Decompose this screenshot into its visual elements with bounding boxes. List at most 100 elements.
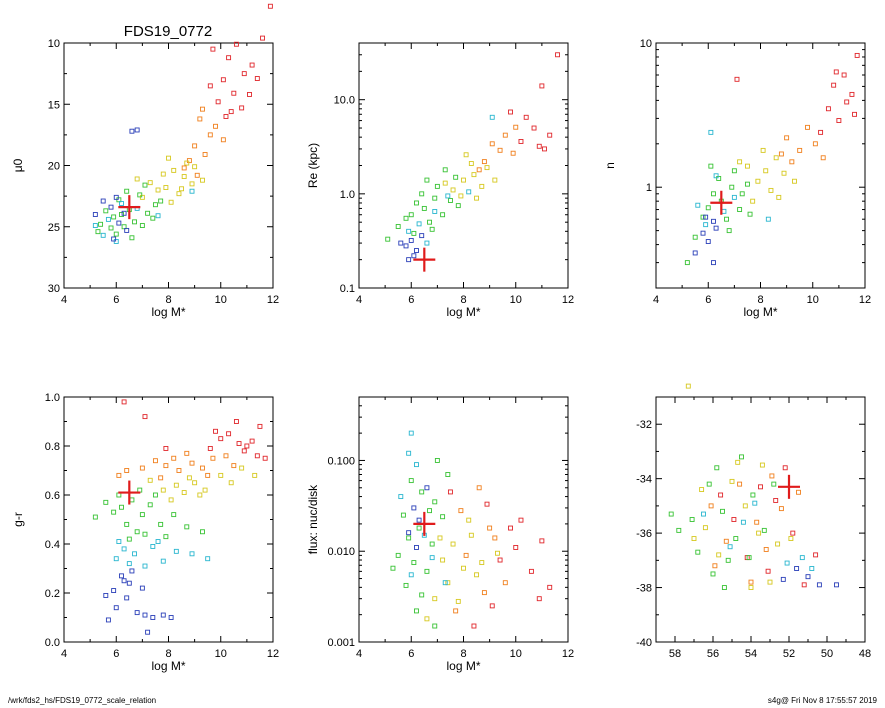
data-point — [716, 552, 722, 558]
data-point — [158, 475, 164, 481]
data-point — [721, 585, 727, 591]
data-point — [267, 3, 273, 9]
data-point — [160, 612, 166, 618]
y-axis-label: g-r — [11, 512, 25, 527]
y-tick-label: -32 — [636, 419, 652, 431]
data-point — [210, 455, 216, 461]
data-point — [126, 536, 132, 542]
data-point — [854, 52, 860, 58]
data-point — [723, 538, 729, 544]
data-point — [218, 472, 224, 478]
data-point — [813, 552, 819, 558]
x-tick-label: 12 — [267, 294, 279, 306]
data-point — [737, 207, 743, 212]
data-point — [103, 499, 109, 505]
data-point — [147, 502, 153, 508]
data-point — [547, 132, 553, 138]
data-point — [142, 563, 148, 569]
y-tick-label: 1 — [646, 182, 652, 194]
data-point — [711, 218, 716, 224]
series-group — [385, 52, 560, 263]
data-point — [134, 610, 140, 616]
data-point — [440, 557, 446, 563]
y-tick-label: -34 — [636, 474, 652, 486]
y-tick-label: 10 — [640, 38, 652, 50]
x-tick-label: 4 — [356, 648, 362, 660]
data-point — [121, 224, 127, 230]
data-point — [113, 556, 119, 562]
data-point — [440, 514, 446, 520]
y-tick-label: 15 — [48, 99, 60, 111]
data-point — [200, 529, 205, 535]
x-tick-label: 6 — [408, 294, 414, 306]
data-point — [155, 213, 161, 219]
data-point — [197, 492, 203, 498]
data-point — [825, 106, 831, 112]
data-point — [699, 487, 705, 493]
x-tick-label: 6 — [113, 294, 119, 306]
data-point — [171, 455, 177, 461]
plot-panel-6: 58 56 54 52 50 48 -40 -38 -36 -34 -32 — [636, 383, 871, 660]
data-point — [215, 99, 221, 105]
data-point — [453, 608, 459, 614]
data-point — [767, 579, 773, 585]
data-point — [134, 529, 140, 535]
y-axis-label: Re (kpc) — [306, 143, 320, 188]
data-point — [419, 191, 425, 197]
data-point — [489, 141, 495, 147]
data-point — [746, 555, 752, 561]
data-point — [555, 52, 560, 58]
data-point — [103, 593, 109, 598]
data-point — [233, 419, 239, 424]
data-point — [816, 582, 822, 588]
series-group — [668, 383, 839, 591]
data-point — [92, 514, 98, 520]
data-point — [197, 116, 203, 122]
data-point — [116, 539, 122, 544]
data-point — [799, 555, 805, 561]
data-point — [210, 46, 216, 52]
x-tick-label: 48 — [859, 648, 871, 660]
data-point — [705, 239, 711, 244]
data-point — [134, 176, 140, 182]
data-point — [761, 527, 767, 533]
data-point — [844, 99, 850, 105]
data-point — [466, 517, 472, 523]
y-tick-label: 0.4 — [45, 539, 60, 551]
data-point — [176, 191, 182, 197]
data-point — [705, 205, 711, 211]
data-point — [429, 226, 435, 232]
x-tick-label: 54 — [745, 648, 757, 660]
data-point — [249, 62, 255, 68]
data-point — [502, 132, 508, 138]
data-point — [260, 35, 265, 41]
data-point — [763, 546, 769, 552]
data-point — [166, 155, 171, 161]
data-point — [142, 414, 148, 420]
data-point — [186, 475, 192, 481]
data-point — [223, 453, 229, 459]
data-point — [692, 250, 698, 256]
data-point — [841, 72, 847, 78]
data-point — [137, 192, 143, 198]
data-point — [119, 212, 124, 217]
plot-panel-2: 4 6 8 10 12 0.1 1.0 10.0 log M* Re (kpc) — [306, 42, 574, 319]
data-point — [213, 123, 218, 129]
data-point — [752, 500, 758, 506]
y-tick-label: 1.0 — [340, 189, 355, 201]
y-tick-label: 25 — [48, 222, 60, 234]
data-point — [466, 189, 472, 195]
data-point — [805, 574, 811, 580]
data-point — [748, 585, 754, 591]
y-tick-label: -40 — [636, 637, 652, 649]
data-point — [247, 91, 252, 97]
figure-title: FDS19_0772 — [124, 23, 212, 40]
data-point — [121, 399, 127, 405]
data-point — [244, 443, 250, 449]
y-tick-label: 20 — [48, 161, 60, 173]
x-tick-label: 8 — [165, 648, 171, 660]
data-point — [759, 462, 765, 468]
data-point — [700, 230, 706, 236]
data-point — [406, 450, 412, 456]
x-tick-label: 52 — [783, 648, 795, 660]
